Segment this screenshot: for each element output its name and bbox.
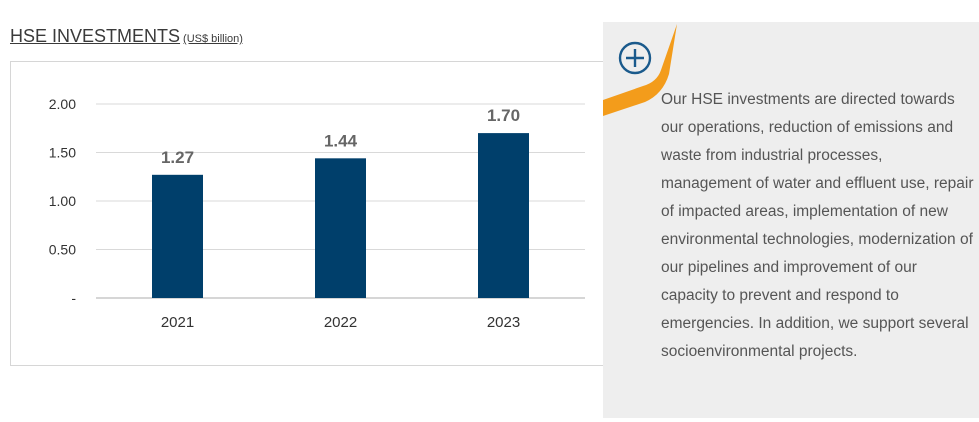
x-tick-label: 2022 [324,314,357,331]
orange-accent-icon [603,24,677,116]
chart-title-main: HSE INVESTMENTS [10,26,181,46]
data-label: 1.44 [324,131,358,150]
panel-description: Our HSE investments are directed towards… [661,91,974,360]
x-tick-label: 2023 [487,314,520,331]
data-label: 1.27 [161,148,194,167]
y-tick-label: - [71,290,76,306]
y-tick-label: 2.00 [49,96,76,112]
info-panel: Our HSE investments are directed towards… [603,22,979,418]
y-tick-label: 1.00 [49,193,76,209]
chart-title: HSE INVESTMENTS (US$ billion) [10,26,243,47]
bar [315,158,366,298]
data-label: 1.70 [487,106,520,125]
y-tick-label: 1.50 [49,145,76,161]
x-tick-label: 2021 [161,314,194,331]
plus-circle-icon[interactable] [617,40,653,76]
chart-title-unit: (US$ billion) [183,33,243,45]
y-tick-label: 0.50 [49,242,76,258]
bar [478,133,529,298]
bar [152,174,203,298]
